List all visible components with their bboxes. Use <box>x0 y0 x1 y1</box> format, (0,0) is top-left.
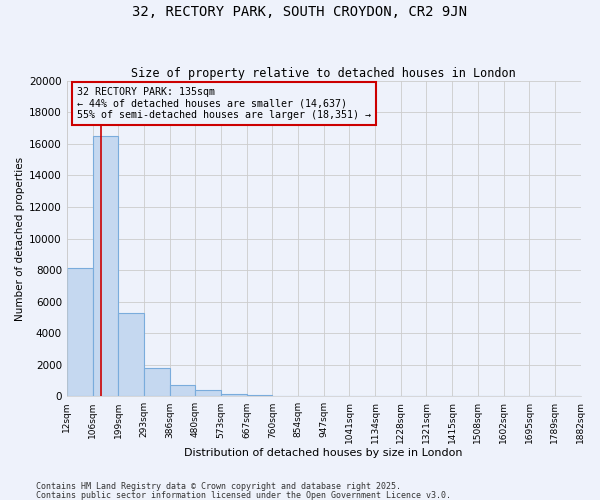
Text: 32 RECTORY PARK: 135sqm
← 44% of detached houses are smaller (14,637)
55% of sem: 32 RECTORY PARK: 135sqm ← 44% of detache… <box>77 87 371 120</box>
Bar <box>221 394 247 396</box>
Y-axis label: Number of detached properties: Number of detached properties <box>15 156 25 320</box>
Text: Contains public sector information licensed under the Open Government Licence v3: Contains public sector information licen… <box>36 490 451 500</box>
X-axis label: Distribution of detached houses by size in London: Distribution of detached houses by size … <box>184 448 463 458</box>
Text: 32, RECTORY PARK, SOUTH CROYDON, CR2 9JN: 32, RECTORY PARK, SOUTH CROYDON, CR2 9JN <box>133 5 467 19</box>
Bar <box>92 136 118 396</box>
Bar <box>67 268 92 396</box>
Bar <box>144 368 170 396</box>
Text: Contains HM Land Registry data © Crown copyright and database right 2025.: Contains HM Land Registry data © Crown c… <box>36 482 401 491</box>
Bar <box>247 395 272 396</box>
Bar <box>118 312 144 396</box>
Title: Size of property relative to detached houses in London: Size of property relative to detached ho… <box>131 66 516 80</box>
Bar <box>170 386 196 396</box>
Bar <box>196 390 221 396</box>
